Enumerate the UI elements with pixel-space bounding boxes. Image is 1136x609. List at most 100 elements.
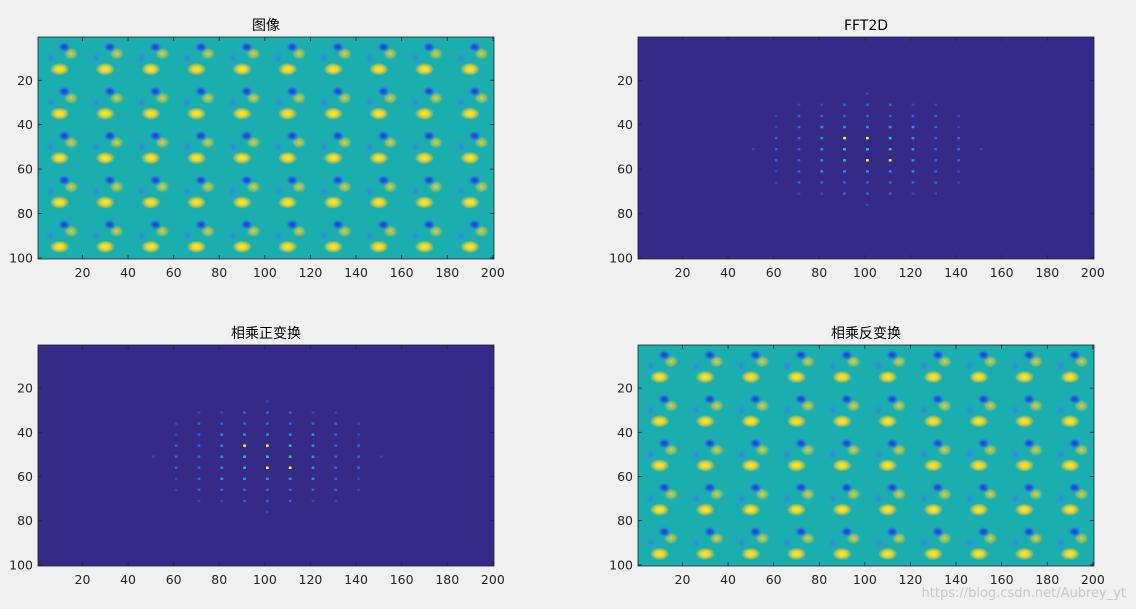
- tile-pattern: [454, 130, 490, 165]
- spectrum-peak: [220, 499, 224, 503]
- tile-pattern: [826, 526, 862, 561]
- spectrum-peak: [843, 148, 846, 151]
- spectrum-peak: [288, 411, 292, 414]
- spectrum-peak: [866, 192, 869, 195]
- spectrum-peak: [888, 125, 892, 129]
- spectrum-peak: [957, 159, 960, 162]
- chart-title: 图像: [252, 18, 280, 34]
- spectrum-peak: [266, 455, 269, 458]
- spectrum-peak: [220, 488, 224, 492]
- watermark: https://blog.csdn.net/Aubrey_yt: [921, 586, 1126, 601]
- spectrum-peak: [266, 510, 269, 514]
- spectrum-peak: [334, 499, 338, 503]
- spectrum-peak: [266, 422, 269, 425]
- heatmap-image: [43, 41, 490, 254]
- x-tick-label: 200: [481, 265, 505, 280]
- heatmap-image: [643, 349, 1090, 561]
- spectrum-peak: [311, 488, 315, 492]
- spectrum-peak: [243, 499, 246, 503]
- spectrum-peak: [266, 444, 269, 447]
- tile-pattern: [89, 174, 125, 210]
- spectrum-peak: [357, 477, 360, 481]
- spectrum-peak: [843, 192, 846, 195]
- y-tick-label: 60: [17, 469, 33, 484]
- x-tick-label: 60: [766, 572, 782, 587]
- tile-pattern: [271, 130, 308, 165]
- x-tick-label: 120: [299, 572, 323, 587]
- spectrum-peak: [197, 488, 201, 492]
- spectrum-peak: [820, 159, 824, 162]
- y-tick-label: 40: [17, 425, 33, 440]
- spectrum-peak: [174, 477, 178, 481]
- spectrum-peak: [380, 455, 383, 458]
- y-tick-label: 100: [609, 250, 633, 265]
- tile-pattern: [1008, 437, 1044, 473]
- spectrum-peak: [266, 411, 269, 414]
- tile-pattern: [180, 174, 216, 210]
- spectrum-peak: [220, 411, 224, 414]
- tile-pattern: [226, 219, 262, 254]
- tile-pattern: [43, 130, 80, 165]
- spectrum-peak: [334, 488, 338, 492]
- tile-pattern: [689, 482, 725, 517]
- spectrum-peak: [357, 422, 360, 425]
- x-tick-label: 160: [990, 572, 1014, 587]
- y-tick-label: 60: [617, 469, 633, 484]
- tile-pattern: [317, 174, 353, 210]
- spectrum-peak: [243, 433, 246, 436]
- tile-pattern: [180, 41, 216, 76]
- spectrum-peak: [774, 170, 778, 173]
- subplot-4: 20 40 60 80 100 120 140 160 180 200 20 40 60 80 100 相乘反…: [609, 325, 1105, 587]
- spectrum-peak: [957, 114, 960, 118]
- spectrum-peak: [220, 477, 224, 481]
- y-tick-label: 60: [617, 162, 633, 177]
- spectrum-peak: [243, 455, 246, 458]
- spectrum-peak: [197, 455, 201, 458]
- spectrum-peak: [334, 466, 338, 469]
- tile-pattern: [689, 437, 725, 473]
- tile-pattern: [1054, 437, 1090, 473]
- spectrum-peak: [288, 488, 292, 492]
- spectrum-peak: [152, 455, 155, 458]
- tile-pattern: [408, 130, 444, 165]
- spectrum-peak: [866, 125, 869, 129]
- x-tick-label: 180: [1035, 572, 1059, 587]
- x-tick-label: 100: [253, 572, 277, 587]
- tile-pattern: [962, 393, 999, 428]
- spectrum-peak: [957, 170, 960, 173]
- x-tick-label: 180: [435, 265, 459, 280]
- spectrum-peak: [820, 136, 824, 140]
- x-tick-label: 100: [253, 265, 277, 280]
- spectrum-peak: [243, 411, 246, 414]
- spectrum-peak: [866, 148, 869, 151]
- tile-pattern: [780, 349, 816, 384]
- tile-pattern: [643, 526, 680, 561]
- tile-pattern: [643, 349, 680, 384]
- tile-pattern: [271, 219, 308, 254]
- spectrum-peak: [357, 488, 360, 492]
- spectrum-peak: [288, 455, 292, 458]
- x-tick-label: 20: [75, 572, 91, 587]
- spectrum-peak: [311, 411, 315, 414]
- spectrum-peak: [174, 433, 178, 436]
- spectrum-peak: [797, 192, 801, 195]
- tile-pattern: [734, 526, 771, 561]
- spectrum-peak: [820, 181, 824, 184]
- spectrum-peak: [797, 170, 801, 173]
- tile-pattern: [43, 41, 80, 76]
- y-tick-label: 40: [17, 117, 33, 132]
- tile-pattern: [317, 85, 353, 121]
- spectrum-peak: [934, 148, 938, 151]
- spectrum-peak: [197, 466, 201, 469]
- spectrum-peak: [843, 114, 846, 118]
- subplot-3: 20 40 60 80 100 120 140 160 180 200 20 40 60 80 100 相乘正…: [9, 325, 505, 587]
- spectrum-peak: [266, 400, 269, 403]
- tile-pattern: [89, 85, 125, 121]
- spectrum-peak: [357, 455, 360, 458]
- spectrum-peak: [288, 466, 292, 469]
- spectrum-peak: [866, 159, 869, 162]
- spectrum-peak: [774, 114, 778, 118]
- x-tick-label: 60: [166, 265, 182, 280]
- tile-pattern: [734, 482, 771, 517]
- spectrum-peak: [774, 159, 778, 162]
